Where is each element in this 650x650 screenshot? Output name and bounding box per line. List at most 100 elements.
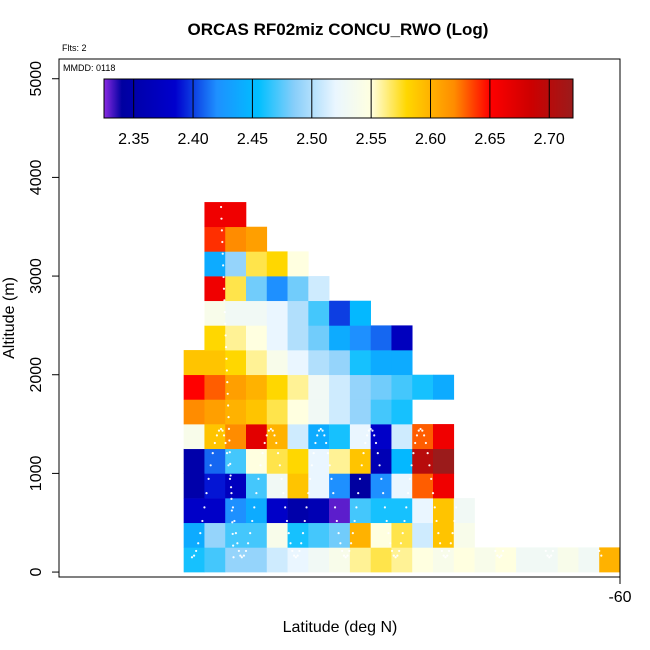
track-point (446, 554, 449, 557)
track-point (190, 556, 194, 559)
heatmap-cell (391, 424, 413, 450)
track-point (385, 519, 388, 523)
track-point (598, 549, 601, 553)
heatmap-cell (246, 325, 268, 351)
track-point (517, 441, 521, 445)
track-point (387, 532, 390, 535)
heatmap-cell (412, 424, 434, 450)
track-point (473, 434, 476, 437)
heatmap-cell (391, 473, 413, 499)
heatmap-cell (183, 547, 205, 573)
heatmap-cell (246, 547, 268, 573)
track-point (328, 464, 331, 467)
track-point (253, 506, 256, 509)
heatmap-cell (370, 498, 392, 524)
track-point (341, 549, 344, 553)
heatmap-cell (370, 350, 392, 376)
track-point (548, 556, 551, 559)
track-point (535, 492, 538, 495)
heatmap-cell (308, 522, 330, 548)
track-point (378, 464, 381, 467)
track-point (228, 451, 231, 454)
track-point (319, 427, 322, 431)
track-point (431, 492, 435, 495)
heatmap-cell (349, 498, 371, 524)
colorbar-tick-label: 2.45 (237, 131, 268, 148)
heatmap-cell (204, 374, 226, 400)
track-point (225, 369, 228, 372)
track-point (232, 544, 235, 547)
heatmap-cell (204, 399, 226, 425)
heatmap-cell (370, 547, 392, 573)
heatmap-cell (266, 498, 288, 524)
track-point (228, 439, 231, 442)
heatmap-cell (349, 350, 371, 376)
track-point (360, 464, 363, 467)
track-point (224, 441, 227, 445)
track-point (234, 532, 238, 535)
heatmap-cell (246, 374, 268, 400)
track-point (414, 441, 417, 445)
track-point (453, 519, 456, 523)
track-point (284, 506, 287, 509)
x-axis-label: Latitude (deg N) (283, 619, 398, 636)
track-point (265, 434, 268, 437)
track-point (224, 346, 228, 349)
track-point (273, 434, 276, 437)
track-point (364, 441, 367, 445)
track-point (471, 429, 474, 432)
track-point (225, 357, 228, 360)
heatmap-cell (349, 522, 371, 548)
heatmap-cell (266, 547, 288, 573)
heatmap-cell (391, 547, 413, 573)
track-point (219, 427, 223, 431)
track-point (423, 434, 426, 437)
track-point (225, 452, 229, 455)
heatmap-cell (349, 424, 371, 450)
heatmap-cell (204, 473, 226, 499)
heatmap-cell (329, 399, 351, 425)
heatmap-cell (287, 399, 309, 425)
track-point (390, 549, 394, 553)
track-point (346, 554, 349, 557)
heatmap-cell (183, 399, 205, 425)
track-point (477, 452, 480, 455)
track-point (275, 441, 278, 445)
heatmap-cell (246, 448, 268, 474)
heatmap-cell (308, 424, 330, 450)
track-point (460, 464, 463, 467)
track-point (224, 334, 227, 337)
track-point (195, 549, 198, 553)
heatmap-cell (266, 350, 288, 376)
heatmap-cell (225, 448, 247, 474)
track-point (405, 506, 408, 509)
track-point (389, 542, 392, 545)
heatmap-cell (183, 350, 205, 376)
track-point (394, 556, 397, 559)
track-point (330, 477, 333, 480)
heatmap-cell (266, 399, 288, 425)
heatmap-cell (287, 374, 309, 400)
track-point (573, 427, 576, 431)
track-point (566, 452, 569, 455)
track-point (207, 477, 210, 480)
track-point (192, 554, 196, 557)
heatmap-cell (204, 226, 226, 252)
track-point (300, 542, 303, 545)
heatmap-cell (329, 374, 351, 400)
track-point (569, 434, 572, 437)
track-point (426, 452, 429, 455)
track-point (348, 549, 351, 553)
track-point (577, 434, 580, 437)
track-point (512, 477, 515, 480)
track-point (532, 464, 535, 467)
heatmap-cell (225, 276, 247, 302)
track-point (557, 519, 560, 523)
heatmap-cell (266, 424, 288, 450)
heatmap-cell (183, 522, 205, 548)
track-point (455, 506, 458, 509)
heatmap-cell (204, 448, 226, 474)
track-point (428, 464, 431, 467)
heatmap-cell (308, 473, 330, 499)
track-point (525, 429, 528, 432)
